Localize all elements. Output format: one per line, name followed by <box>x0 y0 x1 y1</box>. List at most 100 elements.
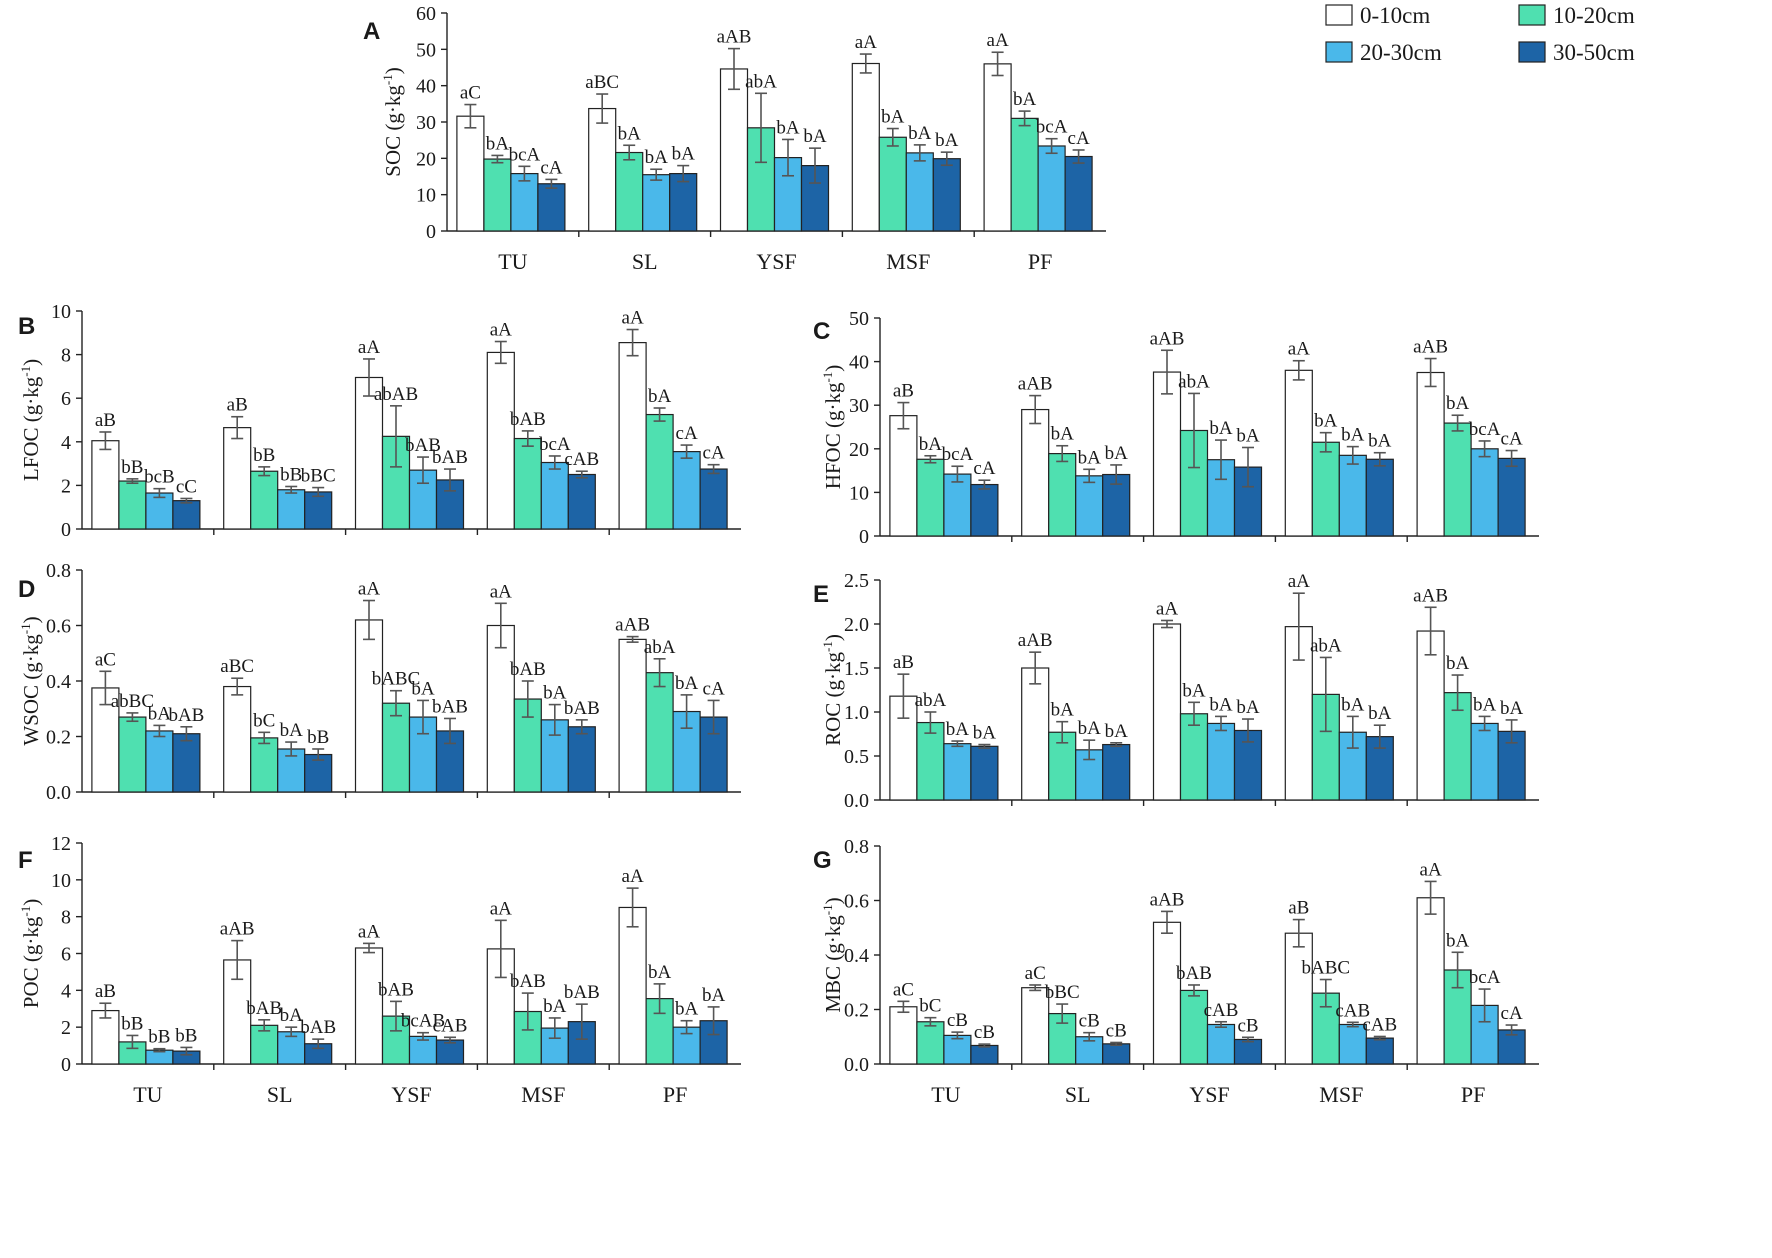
bar <box>905 152 934 232</box>
bar <box>618 638 647 793</box>
data-label: bB <box>280 464 302 485</box>
y-axis-label-end: ) <box>821 897 845 904</box>
data-label: cB <box>1106 1020 1127 1041</box>
data-label: bA <box>648 962 672 983</box>
y-tick-label: 0.0 <box>844 1054 869 1076</box>
y-axis-label-sup: -1 <box>380 74 395 85</box>
bar <box>916 1021 945 1065</box>
data-label: cA <box>973 458 995 479</box>
bar <box>381 702 411 793</box>
bar <box>354 947 384 1065</box>
data-label: cA <box>1501 429 1523 450</box>
data-label: bAB <box>1176 963 1212 984</box>
y-tick-label: 0.8 <box>46 560 71 582</box>
data-label: aB <box>95 410 116 431</box>
data-label: aA <box>622 866 644 887</box>
bar <box>1233 729 1263 801</box>
data-label: bABC <box>1302 958 1351 979</box>
y-axis-label-sup: -1 <box>820 372 835 383</box>
data-label: bA <box>1473 694 1497 715</box>
y-tick-label: 12 <box>51 833 71 855</box>
data-label: aC <box>460 83 481 104</box>
legend-item: 20-30cm <box>1325 40 1442 65</box>
data-label: bABC <box>372 669 421 690</box>
y-axis-label-end: ) <box>19 899 43 906</box>
y-axis-label-text: LFOC (g·kg <box>19 376 43 481</box>
data-label: cA <box>540 157 562 178</box>
panel-letter: C <box>813 318 830 345</box>
y-tick-label: 20 <box>416 148 436 170</box>
data-label: bA <box>1078 718 1102 739</box>
data-label: aAB <box>1018 630 1053 651</box>
data-label: bA <box>935 130 959 151</box>
legend-swatch <box>1325 4 1353 26</box>
y-tick-label: 8 <box>61 345 71 367</box>
y-axis-label-sup: -1 <box>820 641 835 652</box>
data-label: bA <box>881 107 905 128</box>
data-label: aAB <box>1018 374 1053 395</box>
data-label: bAB <box>378 979 414 1000</box>
y-tick-label: 40 <box>849 352 869 374</box>
y-axis-label-sup: -1 <box>820 904 835 915</box>
y-tick-label: 0.6 <box>844 891 869 913</box>
bar <box>250 470 279 530</box>
data-label: bA <box>1051 424 1075 445</box>
y-axis-label: MBC (g·kg-1) <box>820 897 845 1012</box>
y-tick-label: 50 <box>849 308 869 330</box>
data-label: aAB <box>1413 585 1448 606</box>
y-tick-label: 0.5 <box>844 746 869 768</box>
data-label: bAB <box>246 998 282 1019</box>
y-axis-label-sup: -1 <box>18 366 33 377</box>
bar <box>943 473 972 537</box>
bar <box>642 174 671 232</box>
data-label: bAB <box>405 435 441 456</box>
bar <box>1284 932 1313 1065</box>
y-axis-label-text: MBC (g·kg <box>821 915 845 1013</box>
data-label: bA <box>1314 411 1338 432</box>
y-axis-label-text: HFOC (g·kg <box>821 382 845 489</box>
y-axis-label: WSOC (g·kg-1) <box>18 616 43 745</box>
bar <box>1470 722 1499 801</box>
y-axis-label-text: POC (g·kg <box>19 916 43 1008</box>
data-label: aA <box>490 898 512 919</box>
data-label: aA <box>358 921 380 942</box>
data-label: cA <box>676 423 698 444</box>
data-label: aAB <box>1150 328 1185 349</box>
data-label: aB <box>227 395 248 416</box>
bar <box>483 158 512 232</box>
data-label: bA <box>1236 425 1260 446</box>
bar <box>486 624 515 793</box>
data-label: bA <box>148 703 172 724</box>
x-tick-label: YSF <box>1189 1082 1229 1107</box>
y-tick-label: 4 <box>61 980 71 1002</box>
bar <box>615 151 644 232</box>
bar <box>916 721 945 801</box>
data-label: bA <box>803 126 827 147</box>
bar <box>1311 441 1340 537</box>
data-label: cAB <box>1335 1000 1370 1021</box>
y-axis-label: SOC (g·kg-1) <box>380 67 405 176</box>
x-tick-label: SL <box>632 249 658 274</box>
y-tick-label: 0 <box>426 221 436 243</box>
bar <box>172 733 201 793</box>
y-tick-label: 0.2 <box>46 727 71 749</box>
data-label: bcA <box>1469 419 1501 440</box>
data-label: bA <box>1500 698 1524 719</box>
bar <box>970 1044 999 1065</box>
x-tick-label: SL <box>267 1082 293 1107</box>
data-label: bB <box>307 727 329 748</box>
bar <box>223 427 252 530</box>
bar <box>970 483 999 537</box>
data-label: bB <box>253 445 275 466</box>
data-label: bA <box>1341 425 1365 446</box>
bar <box>172 500 201 530</box>
data-label: bA <box>675 673 699 694</box>
bar <box>145 492 174 530</box>
y-tick-label: 1.5 <box>844 658 869 680</box>
data-label: aB <box>893 381 914 402</box>
data-label: bA <box>919 434 943 455</box>
data-label: aAB <box>1413 337 1448 358</box>
y-axis-label-end: ) <box>19 616 43 623</box>
data-label: bA <box>1105 721 1129 742</box>
